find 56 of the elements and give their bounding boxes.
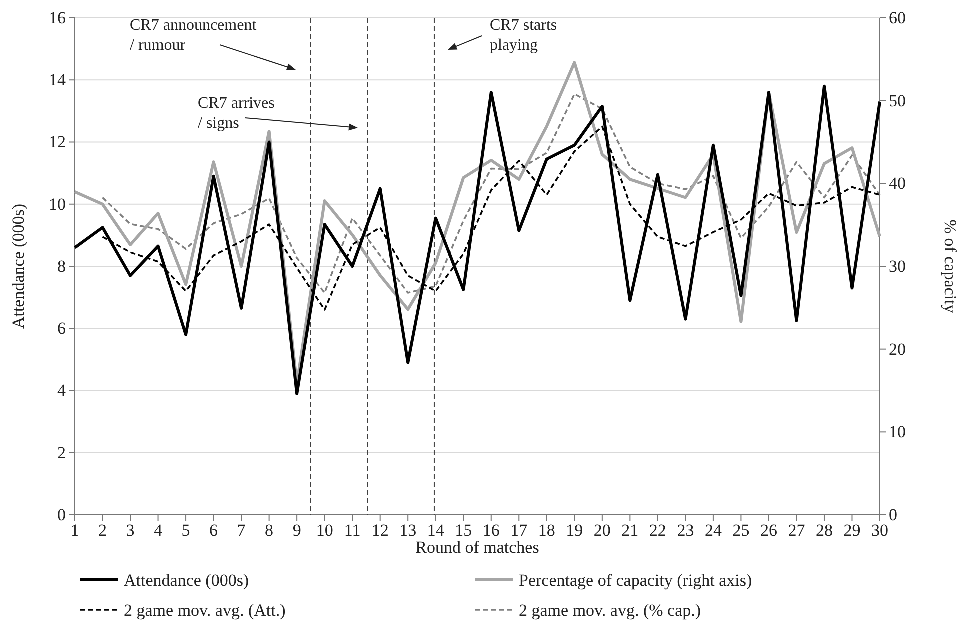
- y2-axis-title: % of capacity: [941, 220, 957, 314]
- annotation: CR7 arrives / signs: [198, 95, 275, 132]
- x-tick-label: 17: [510, 521, 528, 540]
- x-tick-label: 15: [455, 521, 472, 540]
- y-tick-label: 12: [49, 132, 66, 152]
- x-tick-label: 25: [732, 521, 750, 540]
- y-tick-label: 14: [49, 70, 66, 90]
- x-tick-label: 2: [98, 521, 108, 540]
- x-tick-label: 8: [265, 521, 274, 540]
- y-axis-title: Attendance (000s): [9, 204, 28, 330]
- x-tick-label: 16: [482, 521, 500, 540]
- legend-label: Percentage of capacity (right axis): [519, 571, 752, 590]
- x-tick-label: 4: [154, 521, 164, 540]
- y-tick-label: 10: [49, 194, 66, 214]
- x-tick-label: 21: [622, 521, 639, 540]
- y2-tick-label: 40: [889, 174, 906, 194]
- x-tick-label: 30: [872, 521, 888, 540]
- x-tick-label: 29: [844, 521, 861, 540]
- y-tick-label: 16: [49, 8, 66, 28]
- x-tick-label: 6: [210, 521, 218, 540]
- x-tick-label: 7: [237, 521, 246, 540]
- x-tick-label: 11: [344, 521, 361, 540]
- x-tick-label: 5: [182, 521, 190, 540]
- y-tick-label: 6: [58, 319, 66, 338]
- y-tick-label: 0: [58, 505, 66, 524]
- y2-tick-label: 60: [889, 8, 906, 28]
- y2-tick-label: 20: [889, 340, 906, 359]
- x-axis-title: Round of matches: [416, 538, 540, 557]
- x-tick-label: 27: [788, 521, 806, 540]
- y2-tick-label: 50: [889, 91, 906, 110]
- x-tick-label: 26: [760, 521, 778, 540]
- x-tick-label: 28: [816, 521, 833, 540]
- y-tick-label: 2: [58, 443, 66, 462]
- x-tick-label: 1: [70, 521, 80, 540]
- x-tick-label: 13: [400, 521, 417, 540]
- x-tick-label: 14: [427, 521, 445, 540]
- annotation: CR7 announcement / rumour: [130, 17, 258, 54]
- x-tick-label: 24: [704, 521, 722, 540]
- x-tick-label: 3: [126, 521, 135, 540]
- x-tick-label: 10: [316, 521, 334, 540]
- y2-tick-label: 0: [889, 505, 898, 524]
- x-tick-label: 20: [594, 521, 611, 540]
- legend-label: Attendance (000s): [124, 571, 250, 590]
- legend-label: 2 game mov. avg. (% cap.): [519, 601, 702, 620]
- x-tick-label: 23: [677, 521, 694, 540]
- y2-tick-label: 30: [889, 256, 906, 276]
- y2-tick-label: 10: [889, 422, 906, 442]
- legend-label: 2 game mov. avg. (Att.): [124, 601, 286, 620]
- x-tick-label: 19: [566, 521, 584, 540]
- x-tick-label: 9: [292, 521, 302, 540]
- x-tick-label: 22: [649, 521, 666, 540]
- y-tick-label: 8: [58, 256, 66, 276]
- annotation: CR7 starts playing: [490, 17, 558, 54]
- x-tick-label: 12: [372, 521, 389, 540]
- y-tick-label: 4: [58, 381, 66, 400]
- x-tick-label: 18: [538, 521, 556, 540]
